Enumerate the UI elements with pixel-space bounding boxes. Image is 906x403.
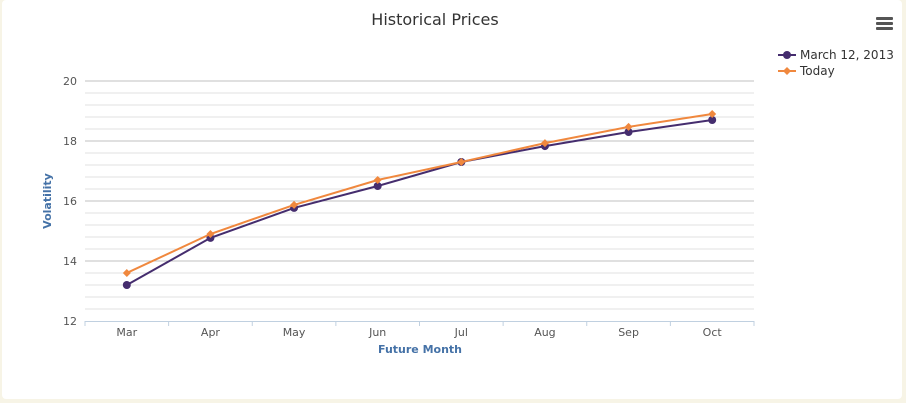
data-point-diamond: [122, 269, 131, 277]
data-point-diamond: [457, 158, 466, 166]
legend-item[interactable]: Today: [778, 64, 835, 78]
legend-item[interactable]: March 12, 2013: [778, 48, 894, 62]
x-tick-label: Mar: [116, 326, 137, 339]
chart-title: Historical Prices: [371, 10, 498, 29]
data-point-circle: [708, 116, 717, 124]
x-axis-title: Future Month: [378, 343, 462, 356]
legend-label: Today: [799, 64, 835, 78]
hamburger-menu-icon[interactable]: [876, 17, 893, 30]
data-point-circle: [373, 182, 382, 190]
y-tick-label: 18: [63, 135, 77, 148]
data-point-circle: [624, 128, 633, 136]
y-axis-title: Volatility: [41, 173, 54, 229]
series-line: [126, 119, 713, 286]
x-tick-label: Apr: [201, 326, 221, 339]
data-point-diamond: [290, 200, 299, 209]
legend-label: March 12, 2013: [800, 48, 894, 62]
series-line: [126, 113, 713, 274]
y-tick-label: 12: [63, 315, 77, 328]
x-tick-label: Jun: [368, 326, 386, 339]
y-tick-label: 14: [63, 255, 77, 268]
x-tick-label: Oct: [703, 326, 723, 339]
data-point-diamond: [783, 67, 791, 75]
y-tick-label: 20: [63, 75, 77, 88]
x-tick-label: Aug: [534, 326, 555, 339]
y-tick-label: 16: [63, 195, 77, 208]
data-point-diamond: [206, 230, 215, 238]
x-tick-label: Sep: [618, 326, 639, 339]
x-tick-label: Jul: [454, 326, 468, 339]
data-point-circle: [783, 51, 791, 59]
data-point-diamond: [373, 176, 382, 184]
series-circle: [122, 116, 717, 289]
x-tick-label: May: [283, 326, 306, 339]
data-point-circle: [122, 281, 131, 289]
data-point-diamond: [624, 122, 633, 131]
series-diamond: [122, 110, 717, 277]
data-point-diamond: [708, 110, 717, 118]
data-point-diamond: [540, 139, 549, 148]
